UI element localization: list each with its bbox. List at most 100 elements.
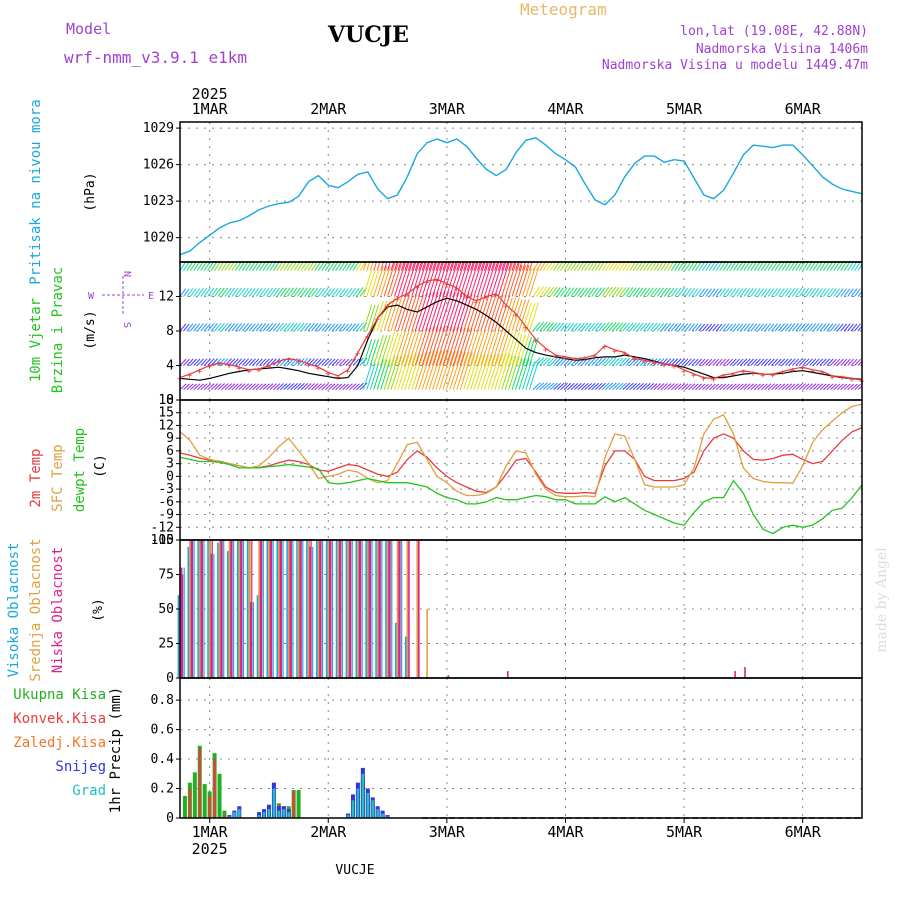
wind-barb <box>753 383 761 391</box>
wind-barb <box>743 262 751 271</box>
wind-barb <box>210 383 219 391</box>
wind-barb <box>259 383 267 391</box>
wind-barb <box>764 262 771 271</box>
wind-barb <box>421 262 426 271</box>
wind-barb <box>276 322 284 332</box>
wind-barb <box>411 329 424 366</box>
wind-barb <box>674 323 682 332</box>
wind-barb <box>525 337 536 366</box>
wind-barb <box>753 323 761 332</box>
wind-barb <box>612 286 620 297</box>
wind-barb <box>629 287 637 297</box>
wind-barb <box>577 322 585 332</box>
wind-barb <box>300 322 308 332</box>
wind-barb <box>269 287 277 297</box>
wind-barb <box>785 323 792 332</box>
wind-barb <box>657 383 665 391</box>
wind-barb <box>207 262 214 271</box>
precip-bar <box>282 809 286 818</box>
precip-bar <box>277 810 281 818</box>
precip-bar <box>222 810 227 818</box>
wind-barb <box>740 262 747 271</box>
wind-barb <box>795 287 803 297</box>
wind-barb <box>612 322 620 332</box>
wind-barb <box>331 288 339 297</box>
wind-barb <box>390 262 395 271</box>
wind-barb <box>269 262 277 271</box>
wind-barb <box>483 329 497 366</box>
wind-barb <box>180 288 187 297</box>
wind-barb <box>473 355 486 390</box>
wind-barb <box>840 358 848 366</box>
wind-barb <box>726 288 733 297</box>
wind-barb <box>753 288 761 297</box>
wind-barb <box>366 304 376 332</box>
wind-barb <box>708 288 716 297</box>
wind-barb <box>234 287 242 297</box>
wind-barb <box>490 329 504 366</box>
wind-barb <box>397 295 410 332</box>
wind-barb <box>736 383 744 391</box>
wind-barb <box>293 322 302 332</box>
wind-barb <box>705 383 713 391</box>
wind-barb <box>532 321 541 332</box>
wind-barb <box>248 287 256 297</box>
wind-barb <box>435 325 450 366</box>
wind-barb <box>850 323 858 332</box>
wind-barb <box>650 262 657 271</box>
wind-barb <box>632 287 641 297</box>
wind-barb <box>771 383 779 391</box>
wind-barb <box>317 323 326 332</box>
wind-barb <box>677 287 685 297</box>
wind-barb <box>252 323 260 332</box>
wind-barb <box>452 327 466 366</box>
wind-barb <box>546 286 554 297</box>
wind-barb <box>598 357 606 366</box>
dir-west: W <box>88 291 95 302</box>
wind-barb <box>189 288 197 297</box>
wind-barb <box>190 358 197 366</box>
wind-barb <box>836 323 844 332</box>
bottom-day-label: 3MAR <box>429 823 466 841</box>
wind-barb <box>449 326 463 366</box>
y-tick-label: 0.2 <box>151 782 174 797</box>
wind-barb <box>314 287 322 297</box>
wind-barb <box>712 262 719 271</box>
wind-barb <box>771 323 778 332</box>
temp-dewpt-title: dewpt Temp <box>72 428 88 512</box>
wind-barb <box>515 299 526 332</box>
wind-speed-marker: + <box>592 352 598 362</box>
wind-barb <box>477 262 481 271</box>
wind-barb <box>228 262 235 271</box>
wind-barb <box>359 382 368 391</box>
wind-barb <box>646 322 654 332</box>
wind-barb <box>791 323 799 332</box>
wind-barb <box>255 287 263 297</box>
wind-speed-marker: + <box>642 357 648 367</box>
wind-barb <box>660 358 668 366</box>
wind-barb <box>698 358 706 366</box>
wind-barb <box>812 262 820 271</box>
wind-speed-marker: + <box>286 356 292 366</box>
wind-barb <box>823 383 831 391</box>
wind-barb <box>795 358 803 366</box>
temp-line-2 <box>179 456 863 535</box>
wind-speed-marker: + <box>533 337 539 347</box>
wind-barb <box>273 383 281 391</box>
wind-barb <box>459 262 464 271</box>
precip-bar <box>223 815 226 818</box>
wind-barb <box>522 337 532 366</box>
wind-barb <box>688 358 696 366</box>
wind-barb <box>733 358 741 366</box>
wind-barb <box>283 322 291 332</box>
wind-barb <box>605 322 613 332</box>
y-tick-label: 0 <box>166 393 174 408</box>
wind-barb <box>466 262 479 297</box>
wind-barb <box>186 323 194 332</box>
y-tick-label: 0 <box>166 469 174 484</box>
wind-barb <box>726 262 733 271</box>
y-tick-label: 12 <box>158 418 174 433</box>
wind-speed-marker: + <box>345 367 351 377</box>
wind-barb <box>304 383 312 391</box>
wind-barb <box>746 323 754 332</box>
